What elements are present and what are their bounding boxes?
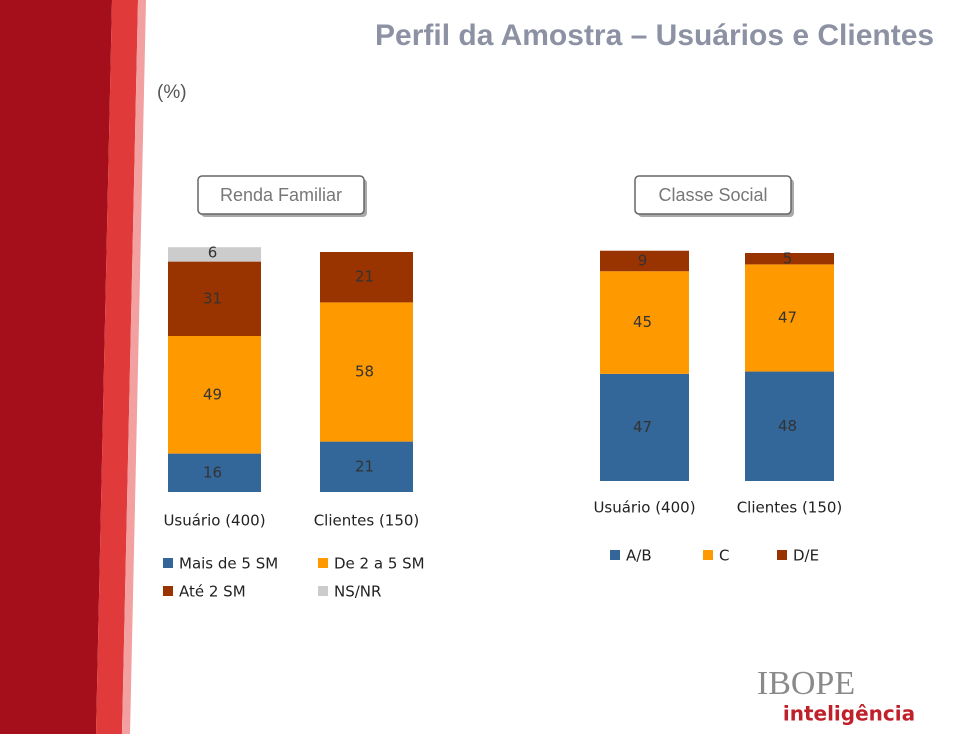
- value-label: 9: [638, 251, 648, 269]
- value-label: 58: [355, 363, 374, 381]
- legend-swatch: [318, 558, 328, 568]
- legend-label: Mais de 5 SM: [179, 555, 278, 573]
- bar-segment: [600, 373, 689, 481]
- bar-segment: [168, 336, 261, 454]
- chart-heading: Renda Familiar: [220, 185, 342, 205]
- x-tick-label: Usuário (400): [593, 499, 695, 517]
- bar-segment: [320, 441, 413, 492]
- logo-name: IBOPE: [757, 665, 855, 702]
- value-label: 31: [203, 289, 222, 307]
- value-label: 5: [783, 250, 793, 268]
- heading-box: [634, 175, 792, 215]
- bar-segment: [320, 302, 413, 442]
- bar-segment: [600, 271, 689, 374]
- bar-segment: [745, 371, 834, 481]
- value-label: 48: [778, 417, 797, 435]
- logo-tagline: inteligência: [783, 702, 915, 726]
- legend-label: C: [719, 547, 729, 565]
- bar-segment: [320, 252, 413, 303]
- value-label: 6: [208, 244, 218, 262]
- chart-heading: Classe Social: [658, 185, 767, 205]
- legend-swatch: [610, 550, 620, 560]
- legend-swatch: [163, 586, 173, 596]
- bar-segment: [168, 247, 261, 262]
- legend-swatch: [318, 586, 328, 596]
- unit-note: (%): [157, 82, 187, 103]
- legend-label: D/E: [793, 547, 819, 565]
- side-stripe: [96, 0, 138, 734]
- bar-segment: [745, 253, 834, 265]
- legend-swatch: [777, 550, 787, 560]
- legend-label: Até 2 SM: [179, 583, 246, 601]
- side-stripe-light: [122, 0, 146, 734]
- x-tick-label: Clientes (150): [737, 499, 843, 517]
- bar-segment: [168, 453, 261, 492]
- legend-label: A/B: [626, 547, 652, 565]
- value-label: 47: [633, 418, 652, 436]
- bar-segment: [168, 261, 261, 336]
- legend-label: De 2 a 5 SM: [334, 555, 425, 573]
- side-band: [0, 0, 112, 734]
- legend-swatch: [703, 550, 713, 560]
- bar-segment: [600, 250, 689, 272]
- value-label: 16: [203, 463, 222, 481]
- x-tick-label: Usuário (400): [163, 512, 265, 530]
- x-tick-label: Clientes (150): [314, 512, 420, 530]
- value-label: 47: [778, 308, 797, 326]
- slide-title: Perfil da Amostra – Usuários e Clientes: [375, 19, 934, 52]
- legend-label: NS/NR: [334, 583, 381, 601]
- value-label: 49: [203, 385, 222, 403]
- bar-segment: [745, 264, 834, 372]
- value-label: 21: [355, 457, 374, 475]
- value-label: 21: [355, 268, 374, 286]
- legend-swatch: [163, 558, 173, 568]
- heading-box: [197, 175, 365, 215]
- value-label: 45: [633, 313, 652, 331]
